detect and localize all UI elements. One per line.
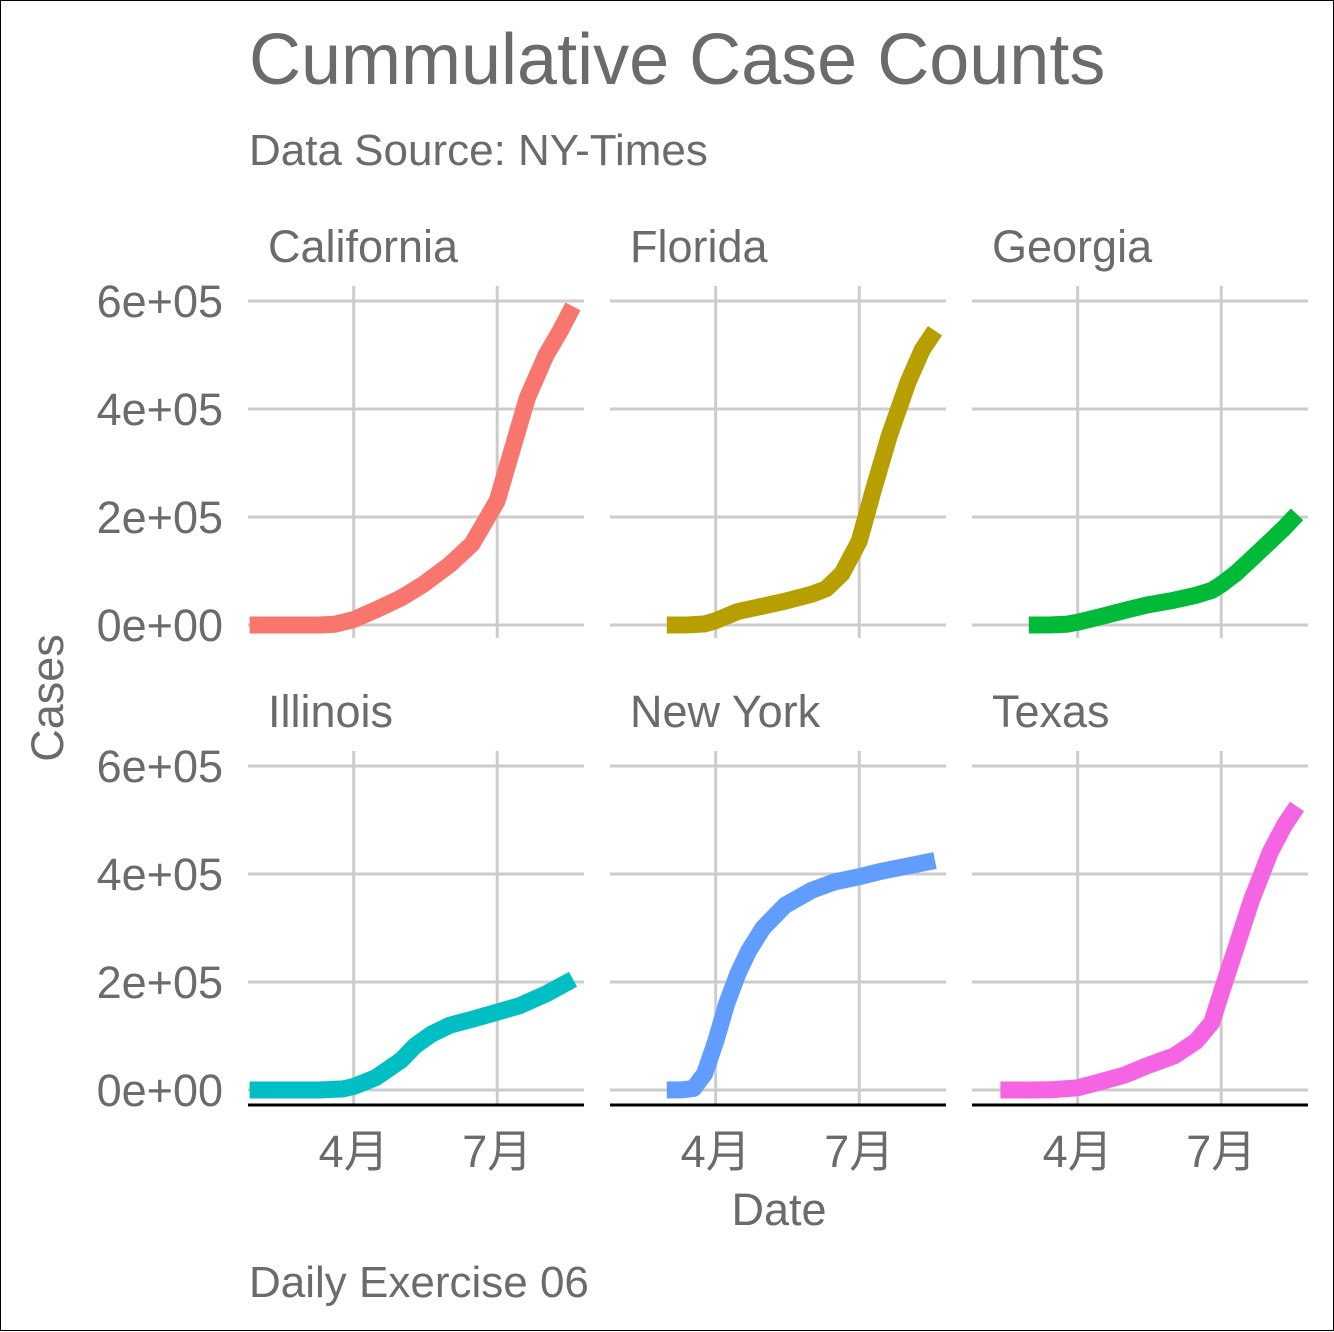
chart-title: Cummulative Case Counts [249, 20, 1105, 100]
facet-label: Illinois [268, 686, 393, 737]
y-tick-label: 2e+05 [97, 492, 223, 543]
y-tick-label: 0e+00 [97, 600, 223, 651]
chart-caption: Daily Exercise 06 [249, 1258, 589, 1307]
series-line-new-york [666, 852, 937, 1099]
x-tick-label: 7月 [824, 1126, 894, 1177]
facet-panel-texas: Texas 4月 7月 [972, 686, 1308, 1177]
y-tick-label: 0e+00 [97, 1065, 223, 1116]
facet-panel-new-york: New York 4月 7月 [610, 686, 946, 1177]
facet-label: Texas [992, 686, 1110, 737]
facet-label: Florida [630, 221, 769, 272]
facet-panels: California 0e+00 2e+05 4e+05 6e+05 Florida Geo… [97, 221, 1308, 1177]
series-line-florida [666, 325, 943, 634]
facet-label: California [268, 221, 459, 272]
chart-subtitle: Data Source: NY-Times [249, 126, 708, 175]
facet-label: New York [630, 686, 821, 737]
y-tick-label: 6e+05 [97, 741, 223, 792]
x-tick-label: 7月 [1186, 1126, 1256, 1177]
facet-label: Georgia [992, 221, 1153, 272]
x-tick-label: 4月 [681, 1126, 751, 1177]
y-tick-label: 4e+05 [97, 384, 223, 435]
y-tick-label: 2e+05 [97, 957, 223, 1008]
facet-panel-florida: Florida [610, 221, 946, 638]
x-tick-label: 4月 [319, 1126, 389, 1177]
series-line-illinois [249, 971, 578, 1099]
x-tick-label: 4月 [1043, 1126, 1113, 1177]
x-tick-label: 7月 [462, 1126, 532, 1177]
series-line-california [249, 302, 581, 634]
facet-panel-georgia: Georgia [972, 221, 1308, 638]
series-line-georgia [1028, 508, 1304, 634]
y-axis-label: Cases [22, 634, 73, 762]
facet-panel-illinois: Illinois 0e+00 2e+05 4e+05 6e+05 4月 7月 [97, 686, 584, 1177]
x-axis-label: Date [731, 1184, 826, 1235]
series-line-texas [1000, 801, 1305, 1099]
y-tick-label: 6e+05 [97, 276, 223, 327]
y-tick-label: 4e+05 [97, 849, 223, 900]
facet-panel-california: California 0e+00 2e+05 4e+05 6e+05 [97, 221, 584, 651]
